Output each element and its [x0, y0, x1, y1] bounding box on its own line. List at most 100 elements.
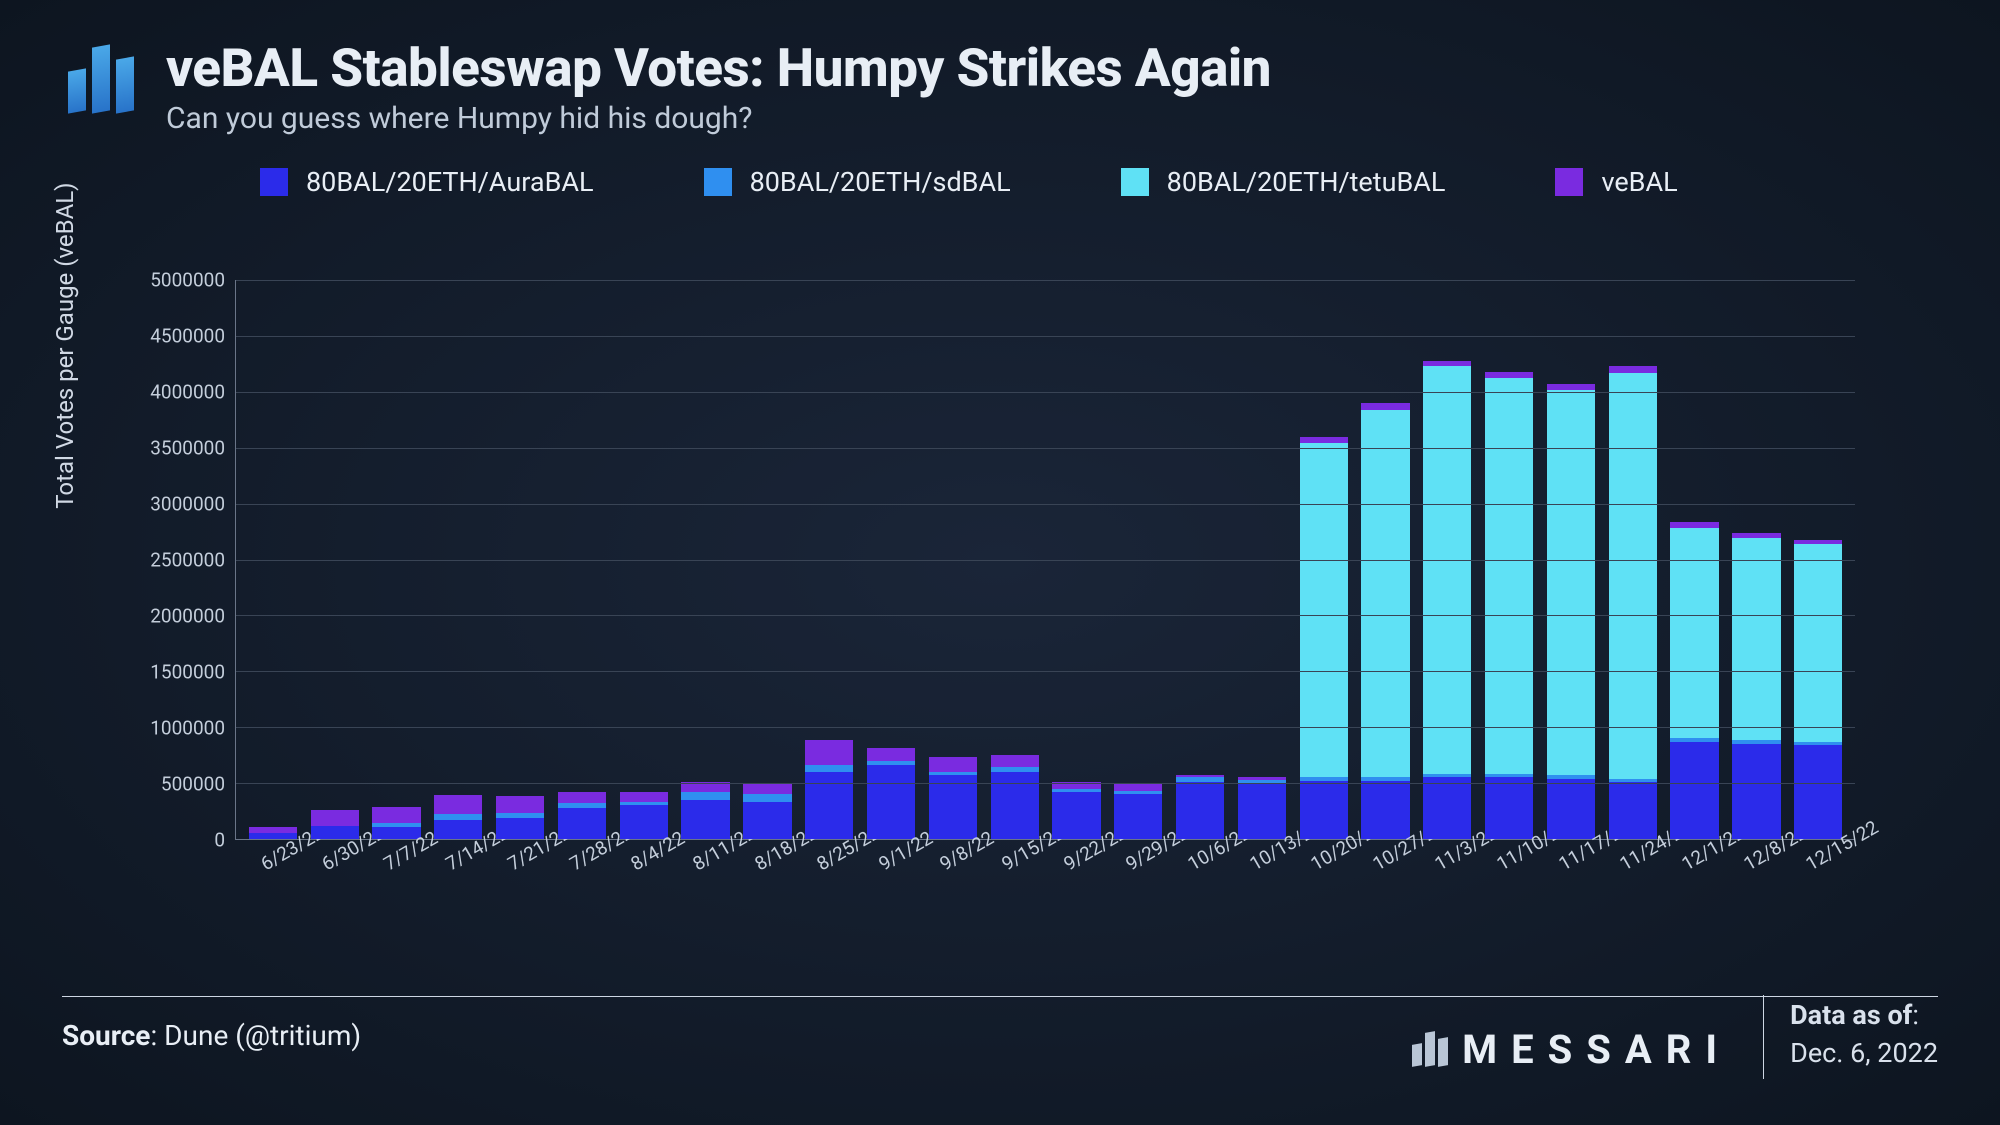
- brand-icon: [1412, 1032, 1448, 1066]
- y-axis-label: Total Votes per Gauge (veBAL): [51, 182, 79, 508]
- y-tick: 500000: [161, 773, 225, 796]
- bar-stack: [1423, 361, 1471, 839]
- y-tick: 5000000: [150, 269, 225, 292]
- y-tick: 0: [214, 829, 225, 852]
- bar-segment-aura: [991, 772, 1039, 839]
- source-label: Source: [62, 1019, 150, 1052]
- bar-stack: [991, 755, 1039, 839]
- bar-segment-ve: [743, 784, 791, 794]
- source-value: : Dune (@tritium): [150, 1019, 361, 1052]
- bar-segment-sd: [681, 792, 729, 800]
- bar-segment-tetu: [1361, 410, 1409, 777]
- bar-stack: [1547, 384, 1595, 839]
- data-as-of-label: Data as of: [1790, 999, 1912, 1031]
- bar-segment-ve: [372, 807, 420, 824]
- bar-stack: [929, 757, 977, 839]
- legend-item: 80BAL/20ETH/sdBAL: [704, 166, 1011, 198]
- bar-segment-aura: [1547, 779, 1595, 839]
- bar-segment-aura: [1052, 792, 1100, 839]
- bar-segment-ve: [1114, 784, 1162, 791]
- messari-logo-icon: [68, 42, 138, 112]
- data-as-of-value: Dec. 6, 2022: [1790, 1037, 1938, 1069]
- bar-stack: [1052, 782, 1100, 839]
- bar-segment-tetu: [1485, 378, 1533, 774]
- bar-stack: [681, 782, 729, 839]
- bar-segment-aura: [1609, 782, 1657, 839]
- bar-segment-aura: [867, 765, 915, 839]
- y-tick: 3000000: [150, 493, 225, 516]
- bar-segment-ve: [929, 757, 977, 772]
- gridline: [236, 560, 1855, 561]
- y-tick: 2500000: [150, 549, 225, 572]
- bar-stack: [1794, 540, 1842, 839]
- chart-title: veBAL Stableswap Votes: Humpy Strikes Ag…: [166, 42, 2000, 95]
- bar-stack: [1732, 533, 1780, 839]
- bar-segment-ve: [434, 795, 482, 814]
- footer: Source: Dune (@tritium) MESSARI Data as …: [62, 996, 1938, 1079]
- bar-segment-aura: [1238, 783, 1286, 839]
- bar-segment-ve: [1361, 403, 1409, 410]
- bar-stack: [434, 795, 482, 839]
- bar-stack: [1238, 777, 1286, 839]
- brand-wordmark: MESSARI: [1412, 1026, 1731, 1073]
- bar-stack: [743, 784, 791, 839]
- bar-segment-ve: [620, 792, 668, 802]
- bar-segment-tetu: [1609, 373, 1657, 778]
- y-tick: 4500000: [150, 325, 225, 348]
- chart-subtitle: Can you guess where Humpy hid his dough?: [166, 101, 2000, 136]
- bar-segment-tetu: [1732, 538, 1780, 741]
- gridline: [236, 336, 1855, 337]
- legend-label: 80BAL/20ETH/sdBAL: [750, 166, 1011, 198]
- legend-swatch: [260, 168, 288, 196]
- bar-stack: [1300, 437, 1348, 839]
- bar-segment-ve: [496, 796, 544, 813]
- bar-stack: [1670, 522, 1718, 839]
- y-tick: 1000000: [150, 717, 225, 740]
- bar-segment-aura: [1176, 782, 1224, 839]
- bar-segment-aura: [1114, 794, 1162, 839]
- bar-stack: [372, 807, 420, 839]
- bar-segment-ve: [867, 748, 915, 760]
- bar-stack: [496, 796, 544, 839]
- gridline: [236, 615, 1855, 616]
- bar-segment-ve: [991, 755, 1039, 767]
- bar-segment-sd: [743, 794, 791, 802]
- bar-segment-aura: [1300, 781, 1348, 839]
- legend-item: 80BAL/20ETH/tetuBAL: [1121, 166, 1446, 198]
- data-as-of: Data as of: Dec. 6, 2022: [1763, 995, 1938, 1079]
- source-text: Source: Dune (@tritium): [62, 1019, 361, 1052]
- bar-segment-tetu: [1794, 544, 1842, 741]
- y-tick: 3500000: [150, 437, 225, 460]
- bar-segment-aura: [1423, 777, 1471, 839]
- y-tick: 4000000: [150, 381, 225, 404]
- legend-swatch: [1555, 168, 1583, 196]
- bar-segment-aura: [929, 775, 977, 839]
- bar-segment-tetu: [1423, 366, 1471, 774]
- y-tick: 2000000: [150, 605, 225, 628]
- bar-segment-ve: [558, 792, 606, 803]
- bar-stack: [558, 792, 606, 839]
- bar-segment-ve: [805, 740, 853, 765]
- bar-segment-aura: [743, 802, 791, 839]
- header: veBAL Stableswap Votes: Humpy Strikes Ag…: [0, 0, 2000, 136]
- bar-stack: [1609, 366, 1657, 839]
- legend-label: veBAL: [1601, 166, 1677, 198]
- bar-segment-aura: [681, 800, 729, 839]
- brand-text: MESSARI: [1462, 1026, 1731, 1073]
- bar-stack: [1114, 784, 1162, 839]
- legend-item: 80BAL/20ETH/AuraBAL: [260, 166, 594, 198]
- bar-stack: [805, 740, 853, 839]
- bar-segment-aura: [1732, 744, 1780, 839]
- legend-swatch: [1121, 168, 1149, 196]
- bar-segment-ve: [1609, 366, 1657, 373]
- bar-segment-aura: [620, 805, 668, 839]
- bar-segment-aura: [1794, 745, 1842, 839]
- bar-segment-aura: [1361, 781, 1409, 839]
- legend-label: 80BAL/20ETH/AuraBAL: [306, 166, 594, 198]
- y-axis-ticks: 0500000100000015000002000000250000030000…: [130, 280, 225, 840]
- bar-segment-aura: [1485, 777, 1533, 839]
- gridline: [236, 671, 1855, 672]
- bar-segment-sd: [805, 765, 853, 772]
- gridline: [236, 783, 1855, 784]
- bar-stack: [1485, 372, 1533, 839]
